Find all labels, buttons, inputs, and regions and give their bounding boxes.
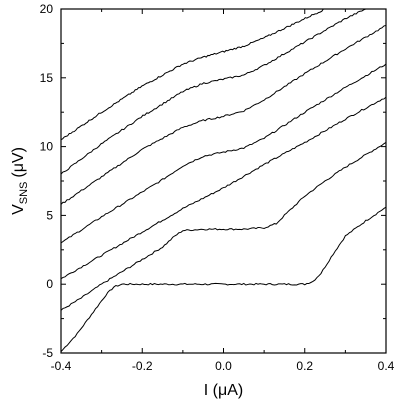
y-tick-label: 0 [46,277,53,291]
y-axis-title: VSNS (μV) [10,147,30,215]
y-tick-label: 10 [40,140,54,154]
x-tick-label: 0.0 [215,359,232,373]
x-tick-label: -0.2 [132,359,153,373]
y-axis-title-unit: (μV) [10,147,27,178]
x-axis-title: I (μA) [204,382,243,399]
series-line-3 [60,96,387,280]
series-line-4 [60,63,387,244]
y-tick-label: 5 [46,208,53,222]
y-axis-title-subscript: SNS [18,182,30,205]
series-line-6 [60,8,366,175]
series-line-7 [60,8,326,141]
x-tick-label: 0.2 [296,359,313,373]
x-axis: -0.4 -0.2 0.0 0.2 0.4 [51,9,395,373]
plot-frame [60,8,387,354]
y-tick-label: 15 [40,71,54,85]
y-tick-label: 20 [40,2,54,16]
y-tick-label: -5 [42,346,53,360]
y-axis-title-main: V [10,204,27,215]
series-line-1 [60,206,387,352]
series-line-2 [60,142,387,311]
x-tick-label: -0.4 [51,359,72,373]
curves-group [60,8,387,352]
series-line-5 [60,25,387,205]
x-tick-label: 0.4 [378,359,395,373]
y-axis: -5 0 5 10 15 20 [40,2,386,360]
